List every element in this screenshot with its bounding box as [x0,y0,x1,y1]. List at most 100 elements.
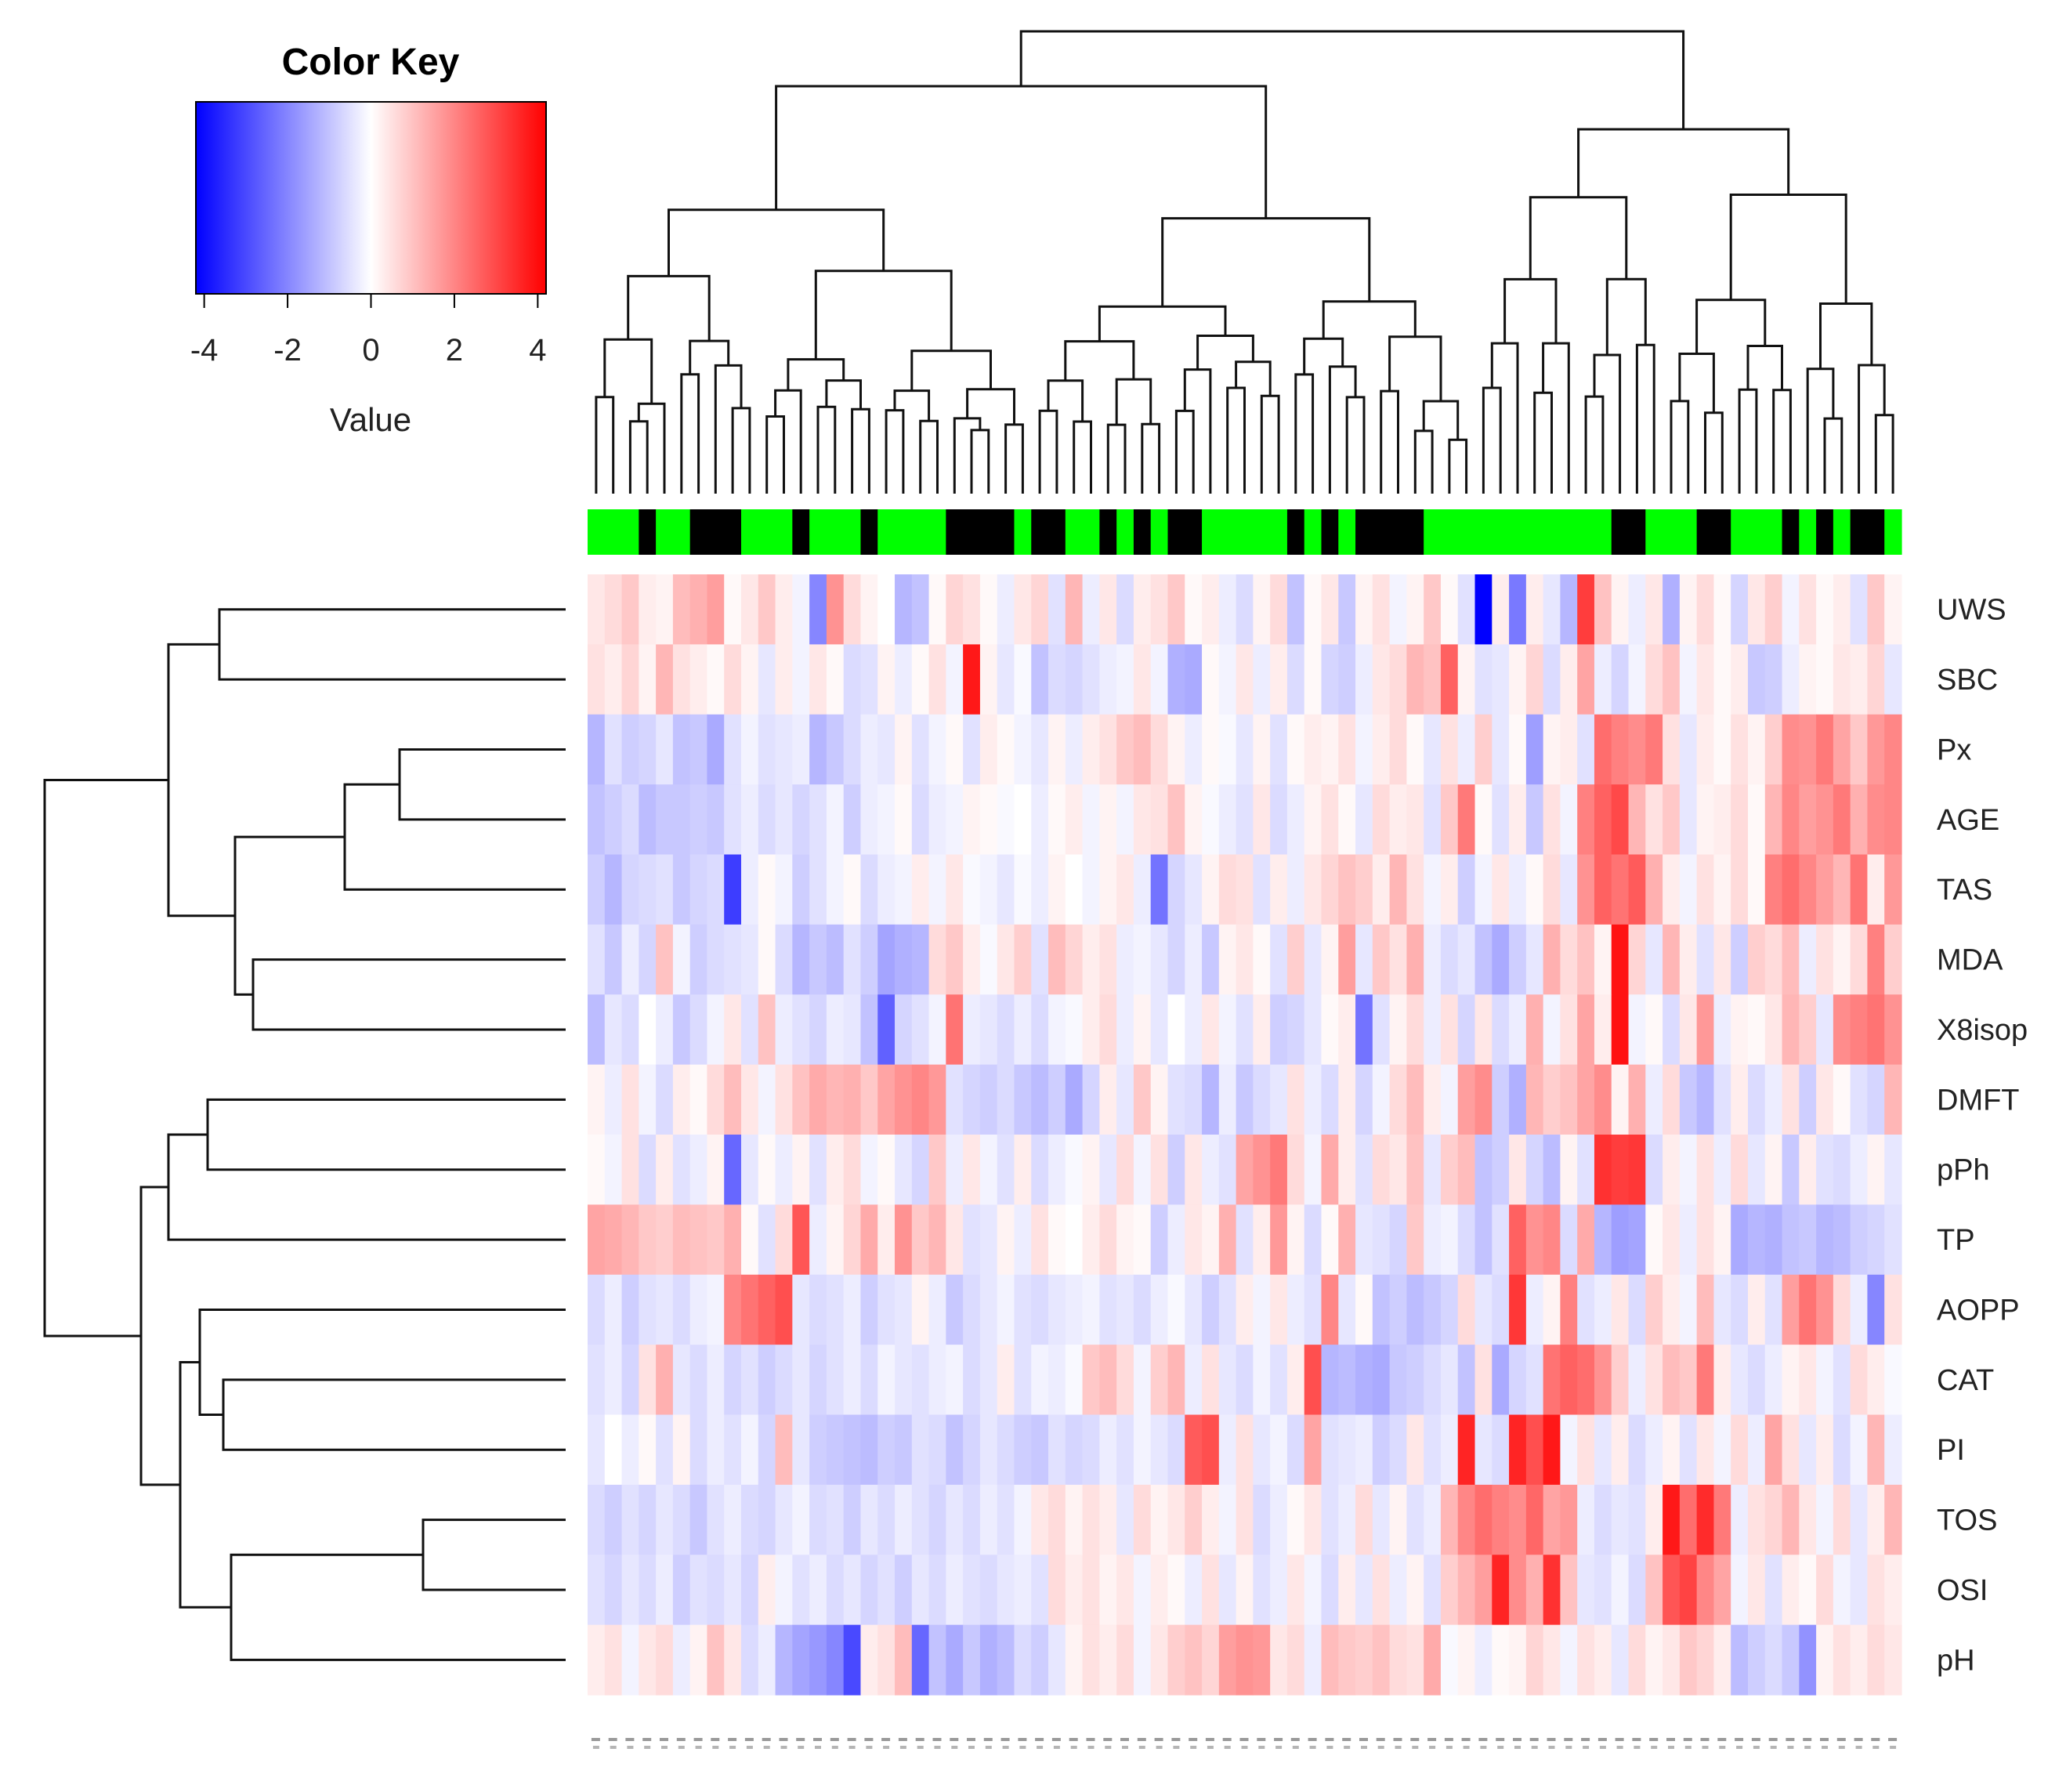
heatmap-cell [1082,714,1100,785]
heatmap-cell [928,854,946,925]
heatmap-cell [1525,1484,1544,1555]
heatmap-cell [1082,1274,1100,1345]
heatmap-cell [1424,1064,1442,1135]
column-label-mark [1309,1746,1316,1749]
column-label-mark [1616,1746,1623,1749]
heatmap-cell [1509,1204,1527,1276]
column-dendrogram-branch [627,274,711,342]
heatmap-cell [1321,1135,1339,1205]
heatmap-cell [1594,1064,1612,1135]
heatmap-cell [1543,924,1561,995]
heatmap-cell [928,784,946,856]
heatmap-cell [1202,854,1220,925]
heatmap-cell [1031,1274,1049,1345]
row-dendrogram-branch [422,1519,566,1591]
heatmap-cell [724,644,742,715]
heatmap-cell [1833,1204,1851,1276]
heatmap-cell [621,1555,639,1626]
column-label-mark [1751,1738,1760,1741]
heatmap-cell [689,1274,708,1345]
heatmap-cell [1799,574,1817,645]
heatmap-cell [1713,714,1731,785]
heatmap-cell [1355,1274,1373,1345]
column-label-mark [1222,1738,1232,1741]
heatmap-cell [775,1555,793,1626]
heatmap-cell [843,644,862,715]
heatmap-cell [1014,1064,1032,1135]
heatmap-cell [1782,1414,1800,1486]
heatmap-cell [689,574,708,645]
heatmap-cell [1560,1204,1578,1276]
heatmap-cell [724,994,742,1066]
heatmap-cell [1816,1064,1834,1135]
heatmap-cell [1867,854,1885,925]
heatmap-cell [689,1624,708,1696]
heatmap-cell [1731,924,1749,995]
heatmap-cell [1833,994,1851,1066]
heatmap-cell [1082,1204,1100,1276]
heatmap-cell [1816,1624,1834,1696]
heatmap-cell [1406,1135,1424,1205]
heatmap-cell [775,854,793,925]
column-label-mark [983,1738,993,1741]
heatmap-cell [877,1555,896,1626]
heatmap-cell [604,1274,623,1345]
heatmap-cell [1014,1345,1032,1416]
heatmap-cell [672,1135,691,1205]
column-label-mark [1377,1746,1384,1749]
column-label-mark [1836,1738,1846,1741]
heatmap-cell [1270,994,1288,1066]
heatmap-cell [1850,784,1869,856]
heatmap-cell [775,644,793,715]
heatmap-cell [1884,1345,1902,1416]
heatmap-cell [1457,924,1476,995]
heatmap-cell [1150,1204,1169,1276]
column-group-cell [1133,509,1152,555]
heatmap-cell [1645,1064,1663,1135]
column-group-cell [843,509,862,555]
heatmap-cell [1833,854,1851,925]
heatmap-cell [1116,854,1134,925]
heatmap-cell [604,714,623,785]
heatmap-cell [775,574,793,645]
heatmap-cell [689,1484,708,1555]
heatmap-cell [946,1064,964,1135]
column-dendrogram-root [1019,30,1685,129]
heatmap-cell [946,1414,964,1486]
heatmap-cell [928,924,946,995]
heatmap-cell [1321,714,1339,785]
row-dendrogram-branch [43,779,168,1338]
heatmap-cell [1543,1204,1561,1276]
heatmap-cell [1424,924,1442,995]
heatmap-cell [1167,1414,1185,1486]
heatmap-cell [604,994,623,1066]
heatmap-cell [775,1345,793,1416]
heatmap-cell [1389,1204,1407,1276]
heatmap-cell [1372,994,1391,1066]
heatmap-cell [621,1204,639,1276]
heatmap-cell [1133,574,1152,645]
column-label-mark [1803,1738,1812,1741]
column-label-mark [967,1738,975,1741]
column-label-mark [1018,1738,1027,1741]
heatmap-cell [997,1135,1015,1205]
heatmap-cell [997,644,1015,715]
heatmap-cell [1338,854,1356,925]
heatmap-cell [1525,1414,1544,1486]
heatmap-cell [1236,1555,1254,1626]
heatmap-cell [1577,644,1595,715]
heatmap-cell [1474,994,1493,1066]
heatmap-cell [1560,994,1578,1066]
heatmap-cell [1133,1345,1152,1416]
heatmap-cell [895,994,913,1066]
heatmap-cell [843,574,862,645]
heatmap-cell [1150,1624,1169,1696]
heatmap-cell [1867,994,1885,1066]
heatmap-cell [895,1345,913,1416]
heatmap-cell [689,1345,708,1416]
heatmap-cell [1525,994,1544,1066]
heatmap-cell [1833,714,1851,785]
heatmap-cell [1236,1064,1254,1135]
heatmap-cell [979,994,998,1066]
heatmap-cell [809,1414,827,1486]
